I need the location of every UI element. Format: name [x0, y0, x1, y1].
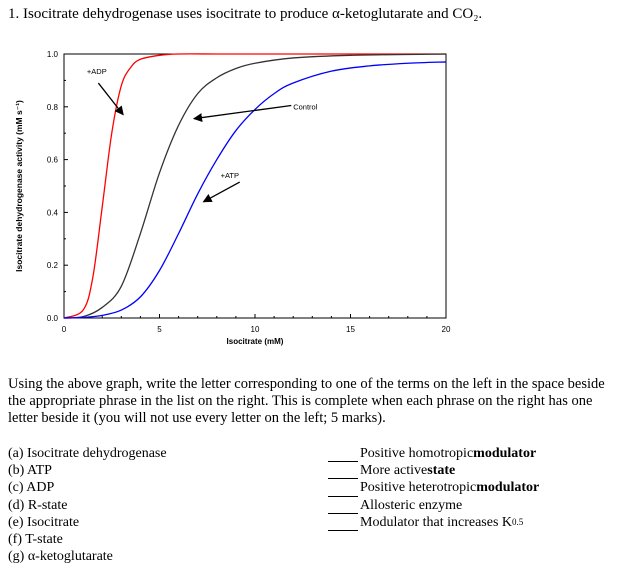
series-line-control — [63, 53, 447, 319]
annotation-control-label: Control — [293, 102, 318, 111]
x-tick-label: 0 — [62, 325, 67, 334]
y-tick-label: 0.0 — [47, 314, 59, 323]
phrase-text: Positive homotropic — [360, 446, 474, 461]
annotation-adp-arrow — [97, 82, 124, 116]
term-item: (f) T-state — [8, 532, 63, 548]
y-tick-label: 0.8 — [47, 103, 59, 112]
annotation-control-arrow — [192, 104, 292, 123]
matching-list: Positive homotropic modulator More activ… — [328, 445, 540, 532]
match-row: Positive homotropic modulator — [328, 445, 539, 463]
terms-list: (a) Isocitrate dehydrogenase (b) ATP (c)… — [8, 445, 167, 565]
term-item: (c) ADP — [8, 480, 55, 496]
match-row: Allosteric enzyme — [328, 497, 539, 514]
instructions-text: Using the above graph, write the letter … — [8, 376, 605, 426]
term-item: (b) ATP — [8, 463, 52, 479]
annotation-adp-label: +ADP — [87, 67, 107, 76]
y-tick-label: 1.0 — [47, 50, 59, 59]
answer-blank[interactable] — [328, 484, 358, 497]
x-tick-label: 15 — [346, 325, 355, 334]
phrase-text: Positive heterotropic — [360, 480, 477, 496]
y-axis-label: Isocitrate dehydrogenase activity (mM s⁻… — [14, 100, 24, 272]
term-item: (d) R-state — [8, 497, 68, 513]
term-item: (a) Isocitrate dehydrogenase — [8, 446, 167, 461]
phrase-bold: modulator — [476, 480, 540, 496]
plot-frame — [63, 53, 447, 319]
x-tick-label: 10 — [251, 325, 260, 334]
question-title: 1. Isocitrate dehydrogenase uses isocitr… — [8, 6, 483, 22]
answer-blank[interactable] — [328, 449, 358, 463]
x-tick-label: 20 — [442, 325, 451, 334]
phrase-text: Allosteric enzyme — [360, 497, 463, 513]
answer-blank[interactable] — [328, 518, 358, 532]
annotation-atp-arrow — [202, 181, 241, 203]
series-line-atp — [63, 61, 447, 319]
y-tick-label: 0.4 — [47, 208, 59, 217]
answer-blank[interactable] — [328, 501, 358, 514]
term-item: (g) α-ketoglutarate — [8, 549, 113, 565]
match-row: Positive heterotropic modulator — [328, 479, 540, 497]
phrase-bold: state — [427, 463, 456, 479]
x-tick-label: 5 — [157, 325, 162, 334]
y-tick-label: 0.6 — [47, 156, 59, 165]
phrase-subscript: 0.5 — [512, 516, 524, 527]
phrase-text: Modulator that increases K — [360, 514, 513, 530]
annotation-atp-label: +ATP — [221, 171, 239, 180]
phrase-bold: modulator — [473, 446, 537, 461]
series-line-adp — [63, 53, 446, 319]
match-row: More active state — [328, 462, 539, 480]
x-axis-label: Isocitrate (mM) — [227, 337, 284, 346]
term-item: (e) Isocitrate — [8, 514, 80, 530]
y-tick-label: 0.2 — [47, 261, 59, 270]
activity-chart: 0.0 0.2 0.4 0.6 0.8 1.0 0 5 10 15 20 Isocitrate (mM… — [14, 50, 451, 346]
match-row: Modulator that increases K 0.5 — [328, 514, 539, 532]
answer-blank[interactable] — [328, 466, 358, 480]
phrase-text: More active — [360, 463, 428, 479]
